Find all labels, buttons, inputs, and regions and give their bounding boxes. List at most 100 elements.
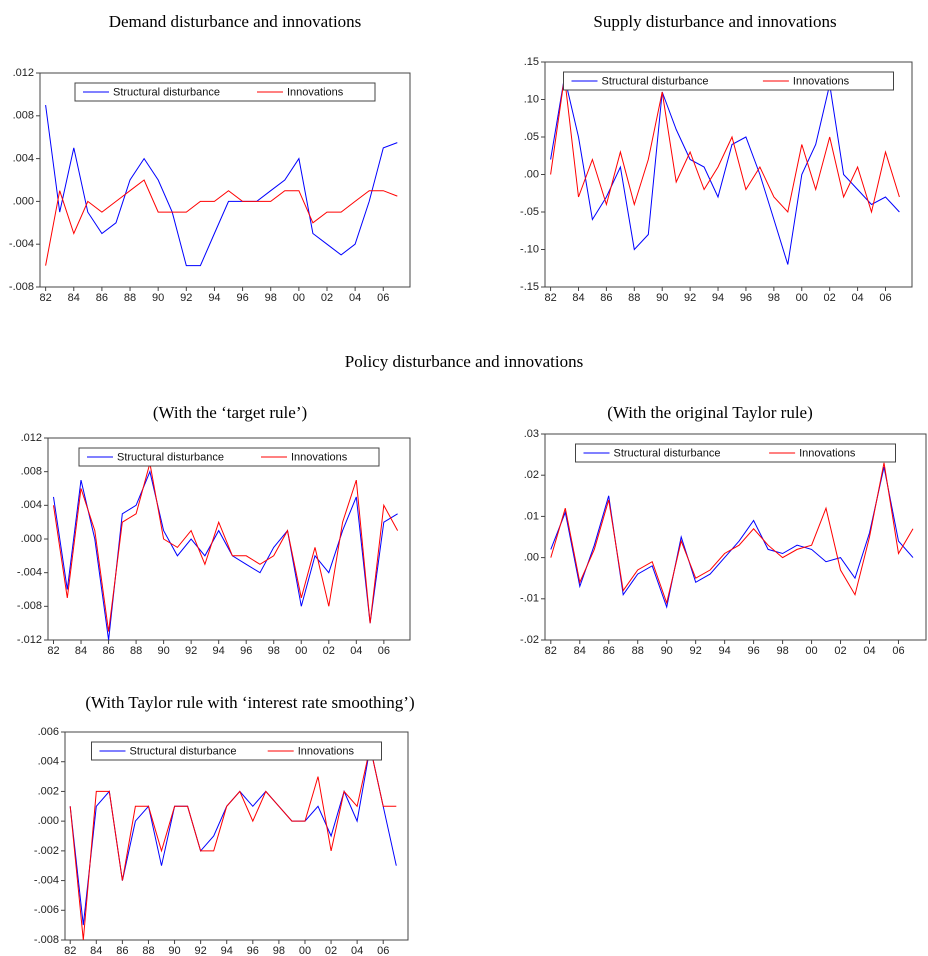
x-tick-label: 94	[719, 645, 731, 657]
x-tick-label: 90	[656, 292, 668, 304]
x-tick-label: 00	[796, 292, 808, 304]
x-tick-label: 82	[544, 292, 556, 304]
legend-label: Innovations	[793, 75, 850, 87]
x-tick-label: 86	[603, 645, 615, 657]
x-tick-label: 86	[116, 945, 128, 956]
x-tick-label: 92	[195, 945, 207, 956]
chart-title: Supply disturbance and innovations	[593, 12, 836, 31]
y-tick-label: .10	[524, 93, 539, 105]
y-tick-label: -.008	[17, 600, 42, 612]
x-tick-label: 06	[377, 945, 389, 956]
y-tick-label: .008	[13, 110, 34, 122]
legend-box	[78, 447, 380, 467]
x-tick-label: 06	[879, 292, 891, 304]
chart-title: (With the ‘target rule’)	[153, 403, 307, 422]
x-tick-label: 00	[805, 645, 817, 657]
x-tick-label: 98	[265, 292, 277, 304]
x-tick-label: 92	[684, 292, 696, 304]
legend-label: Structural disturbance	[614, 447, 721, 459]
x-tick-label: 02	[321, 292, 333, 304]
legend-label: Structural disturbance	[113, 86, 220, 98]
y-tick-label: -.15	[520, 281, 539, 293]
y-tick-label: -.01	[520, 593, 539, 605]
x-tick-label: 96	[240, 645, 252, 657]
x-tick-label: 90	[152, 292, 164, 304]
x-tick-label: 82	[64, 945, 76, 956]
legend-box	[563, 71, 894, 91]
x-tick-label: 04	[350, 645, 362, 657]
series-line	[45, 105, 398, 267]
y-tick-label: .00	[524, 168, 539, 180]
y-tick-label: -.10	[520, 243, 539, 255]
x-tick-label: 92	[185, 645, 197, 657]
y-tick-label: .012	[13, 67, 34, 79]
legend-label: Innovations	[287, 86, 344, 98]
x-tick-label: 04	[851, 292, 863, 304]
x-tick-label: 94	[208, 292, 220, 304]
y-tick-label: -.05	[520, 206, 539, 218]
x-tick-label: 84	[574, 645, 586, 657]
section-heading: Policy disturbance and innovations	[345, 352, 583, 371]
legend-label: Structural disturbance	[130, 745, 237, 757]
x-tick-label: 86	[102, 645, 114, 657]
legend-box	[575, 443, 896, 463]
y-tick-label: .03	[524, 428, 539, 440]
x-tick-label: 82	[40, 292, 52, 304]
x-tick-label: 06	[378, 645, 390, 657]
legend-label: Innovations	[291, 451, 348, 463]
x-tick-label: 88	[628, 292, 640, 304]
x-tick-label: 04	[863, 645, 875, 657]
series-line	[53, 470, 398, 641]
series-line	[45, 179, 398, 266]
x-tick-label: 84	[68, 292, 80, 304]
y-tick-label: .004	[21, 499, 42, 511]
x-tick-label: 98	[268, 645, 280, 657]
x-tick-label: 04	[349, 292, 361, 304]
y-tick-label: .004	[38, 756, 59, 768]
y-tick-label: .008	[21, 466, 42, 478]
x-tick-label: 82	[545, 645, 557, 657]
x-tick-label: 02	[824, 292, 836, 304]
x-tick-label: 98	[776, 645, 788, 657]
x-tick-label: 86	[96, 292, 108, 304]
x-tick-label: 90	[168, 945, 180, 956]
legend-box	[91, 741, 382, 761]
x-tick-label: 94	[221, 945, 233, 956]
y-tick-label: -.002	[34, 845, 59, 857]
y-tick-label: .15	[524, 56, 539, 68]
plot-frame	[544, 433, 927, 641]
y-tick-label: .012	[21, 432, 42, 444]
x-tick-label: 98	[768, 292, 780, 304]
legend-label: Innovations	[799, 447, 856, 459]
series-line	[53, 463, 399, 632]
y-tick-label: -.006	[34, 904, 59, 916]
y-tick-label: .05	[524, 131, 539, 143]
series-line	[550, 466, 914, 609]
x-tick-label: 04	[351, 945, 363, 956]
x-tick-label: 96	[247, 945, 259, 956]
y-tick-label: -.004	[9, 238, 34, 250]
series-line	[69, 746, 397, 941]
plot-frame	[47, 437, 411, 641]
x-tick-label: 02	[323, 645, 335, 657]
series-line	[550, 76, 900, 214]
series-line	[69, 746, 397, 926]
legend-box	[74, 82, 376, 102]
x-tick-label: 00	[295, 645, 307, 657]
x-tick-label: 98	[273, 945, 285, 956]
x-tick-label: 92	[180, 292, 192, 304]
y-tick-label: -.008	[34, 934, 59, 946]
plot-frame	[39, 72, 411, 288]
x-tick-label: 96	[236, 292, 248, 304]
y-tick-label: .002	[38, 785, 59, 797]
y-tick-label: .000	[38, 815, 59, 827]
x-tick-label: 88	[124, 292, 136, 304]
x-tick-label: 94	[213, 645, 225, 657]
x-tick-label: 86	[600, 292, 612, 304]
y-tick-label: .01	[524, 510, 539, 522]
series-line	[550, 76, 900, 265]
series-line	[550, 462, 914, 605]
x-tick-label: 90	[157, 645, 169, 657]
y-tick-label: -.008	[9, 281, 34, 293]
legend-label: Innovations	[298, 745, 355, 757]
